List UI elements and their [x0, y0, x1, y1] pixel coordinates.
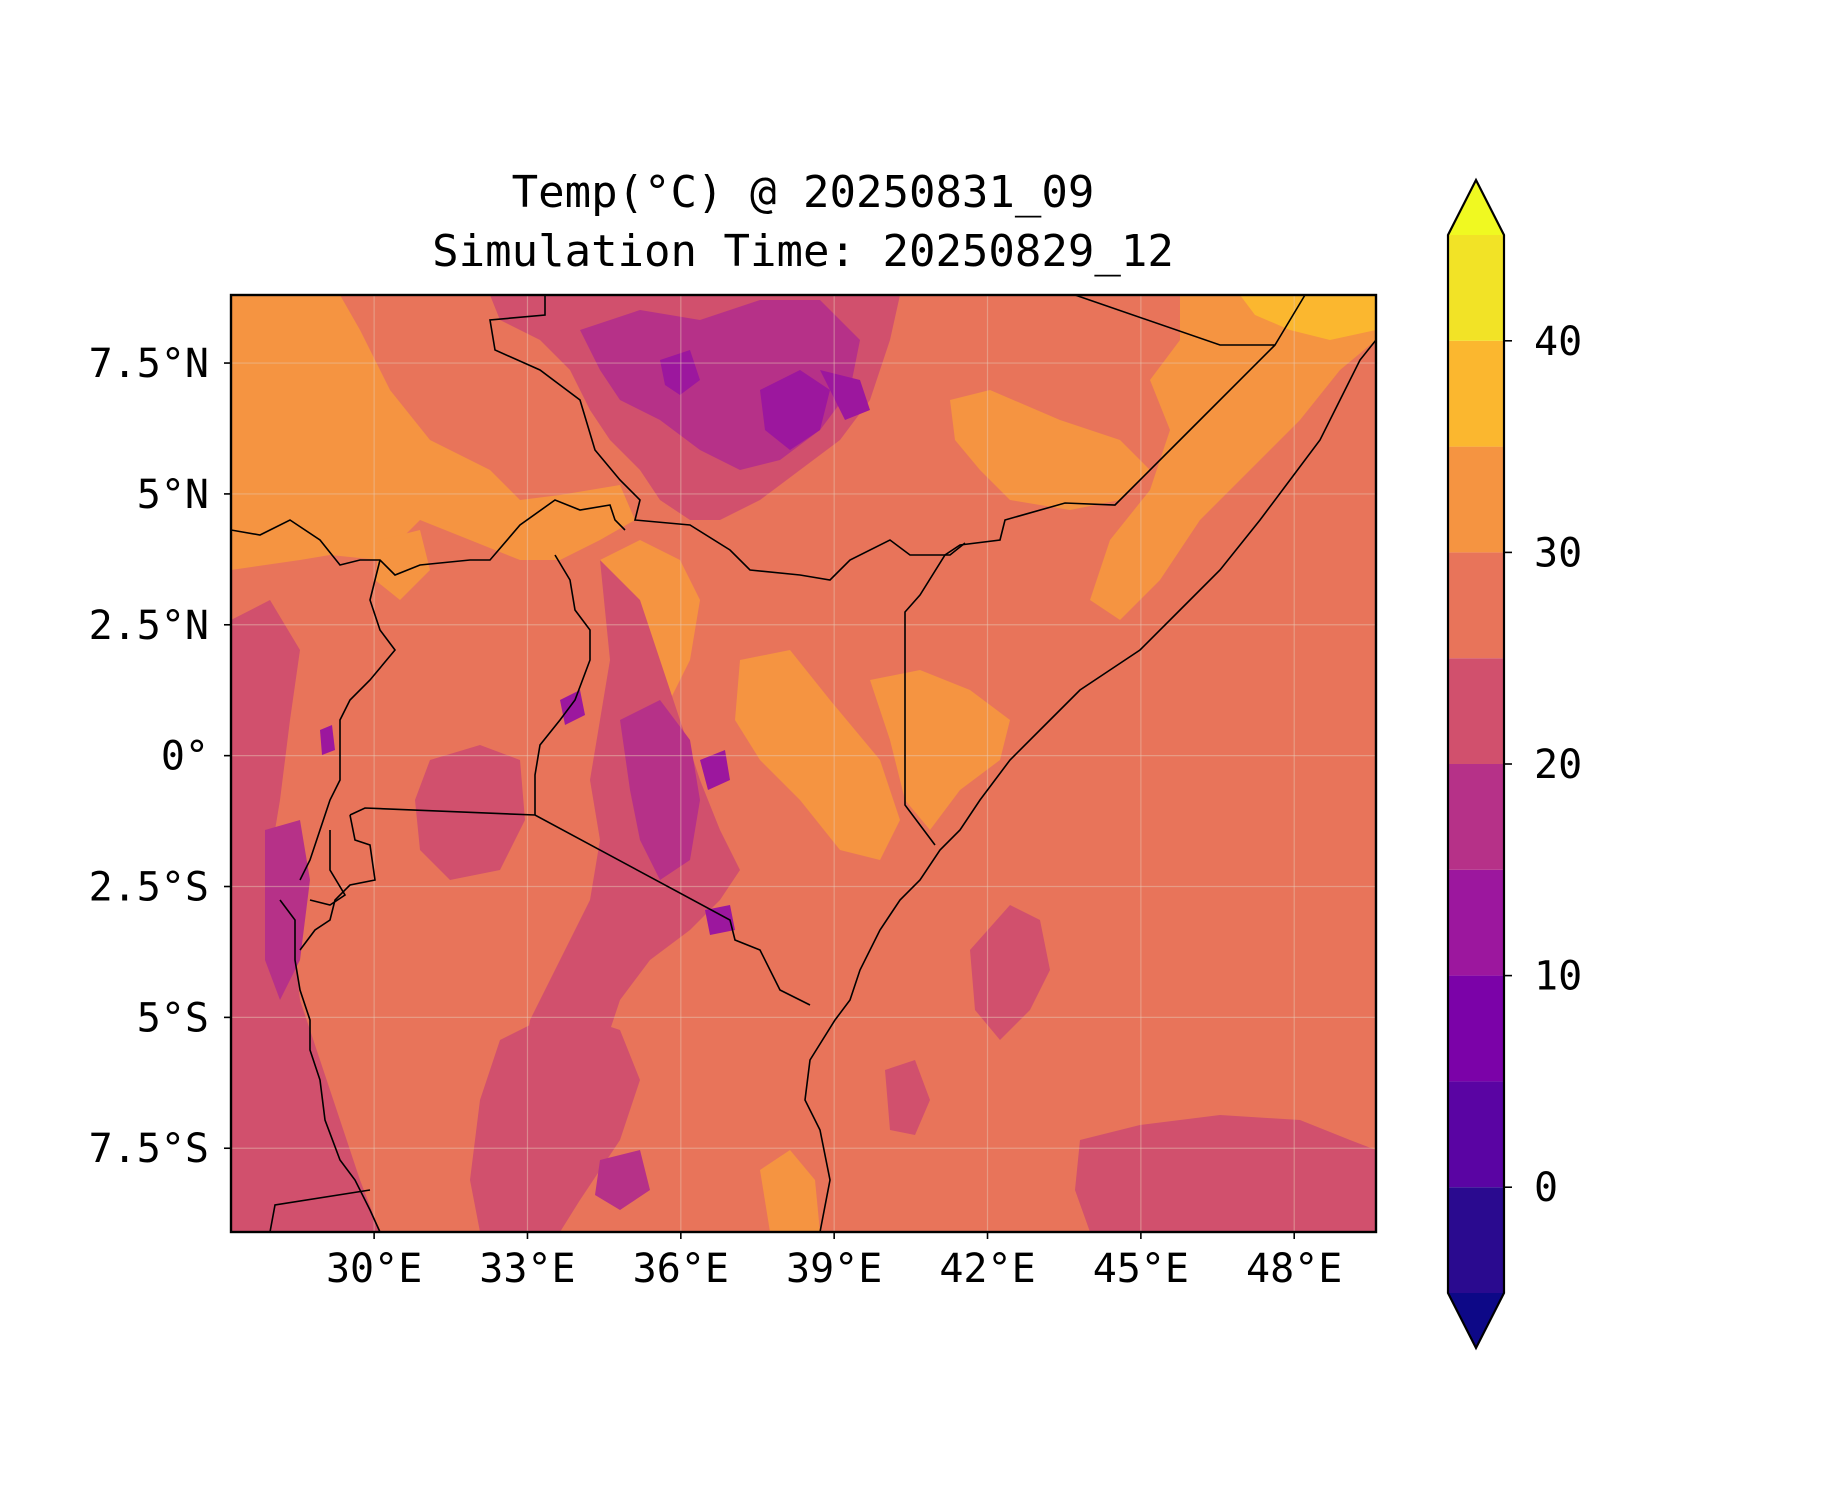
temp-region	[470, 1010, 640, 1232]
x-tick-label: 33°E	[479, 1246, 575, 1292]
colorbar: 0 10 20 30 40	[1446, 177, 1582, 1351]
border-line	[309, 830, 347, 906]
map-area	[231, 295, 1376, 1232]
temp-region	[1240, 295, 1376, 340]
borders	[231, 295, 1376, 1232]
border-line	[299, 814, 376, 951]
temp-region	[820, 370, 870, 420]
colorbar-segment	[1448, 1187, 1504, 1293]
x-axis: 30°E 33°E 36°E 39°E 42°E 45°E 48°E	[326, 1232, 1342, 1292]
temp-region	[620, 700, 700, 880]
temp-region	[700, 750, 730, 790]
temp-region	[231, 295, 635, 570]
hottest-spots	[1240, 295, 1376, 340]
colorbar-segment	[1448, 235, 1504, 341]
colorbar-segment	[1448, 1081, 1504, 1188]
colorbar-tick-label: 20	[1534, 742, 1582, 788]
colorbar-segment	[1448, 764, 1504, 870]
colorbar-segment	[1448, 552, 1504, 659]
temp-region	[950, 390, 1150, 510]
colorbar-segment	[1448, 658, 1504, 764]
colorbar-segment	[1448, 446, 1504, 553]
border-line	[231, 499, 626, 576]
border-line	[489, 295, 966, 581]
map-frame	[229, 293, 1378, 1234]
title-line-2: Simulation Time: 20250829_12	[432, 226, 1174, 277]
temp-region	[595, 1150, 650, 1210]
y-tick-label: 5°N	[137, 472, 209, 518]
colorbar-outline	[1446, 177, 1506, 1351]
colorbar-tick-label: 30	[1534, 530, 1582, 576]
temp-region	[760, 1150, 820, 1232]
temp-region	[375, 530, 430, 600]
temp-region	[760, 370, 830, 450]
temp-region	[1075, 1115, 1376, 1232]
temp-region	[885, 1060, 930, 1135]
y-axis: 7.5°N 5°N 2.5°N 0° 2.5°S 5°S 7.5°S	[89, 341, 231, 1172]
x-tick-label: 45°E	[1093, 1246, 1189, 1292]
border-line	[534, 554, 591, 815]
y-tick-label: 7.5°N	[89, 341, 209, 387]
map-grid	[231, 295, 1376, 1232]
colorbar-segment	[1448, 975, 1504, 1082]
temp-region	[1090, 295, 1376, 620]
temp-region	[970, 905, 1050, 1040]
temp-region	[735, 650, 900, 860]
y-tick-label: 7.5°S	[89, 1126, 209, 1172]
border-line	[1074, 295, 1306, 346]
temp-region	[520, 560, 740, 1120]
border-line	[279, 899, 381, 1232]
temp-region	[660, 350, 700, 395]
colorbar-tick-label: 0	[1534, 1165, 1558, 1211]
y-tick-label: 2.5°N	[89, 603, 209, 649]
y-tick-label: 0°	[161, 734, 209, 780]
temp-region	[320, 725, 335, 755]
y-tick-label: 2.5°S	[89, 865, 209, 911]
colorbar-extend-max	[1448, 180, 1504, 235]
border-line	[269, 1189, 371, 1232]
x-tick-label: 48°E	[1246, 1246, 1342, 1292]
x-tick-label: 42°E	[939, 1246, 1035, 1292]
x-tick-label: 36°E	[633, 1246, 729, 1292]
border-line	[299, 559, 397, 881]
temp-region	[231, 600, 380, 1232]
colorbar-segment	[1448, 340, 1504, 447]
x-tick-label: 39°E	[786, 1246, 882, 1292]
temp-region	[705, 905, 735, 935]
coldest-regions	[320, 350, 870, 935]
colorbar-tick-label: 10	[1534, 954, 1582, 1000]
colorbar-segment	[1448, 869, 1504, 976]
coastline	[804, 339, 1376, 1232]
colorbar-tick-label: 40	[1534, 319, 1582, 365]
title-line-1: Temp(°C) @ 20250831_09	[512, 167, 1095, 218]
y-tick-label: 5°S	[137, 995, 209, 1041]
colorbar-extend-min	[1448, 1293, 1504, 1348]
temp-region	[560, 690, 585, 725]
x-tick-label: 30°E	[326, 1246, 422, 1292]
border-line	[904, 344, 1276, 846]
border-line	[349, 807, 811, 1006]
